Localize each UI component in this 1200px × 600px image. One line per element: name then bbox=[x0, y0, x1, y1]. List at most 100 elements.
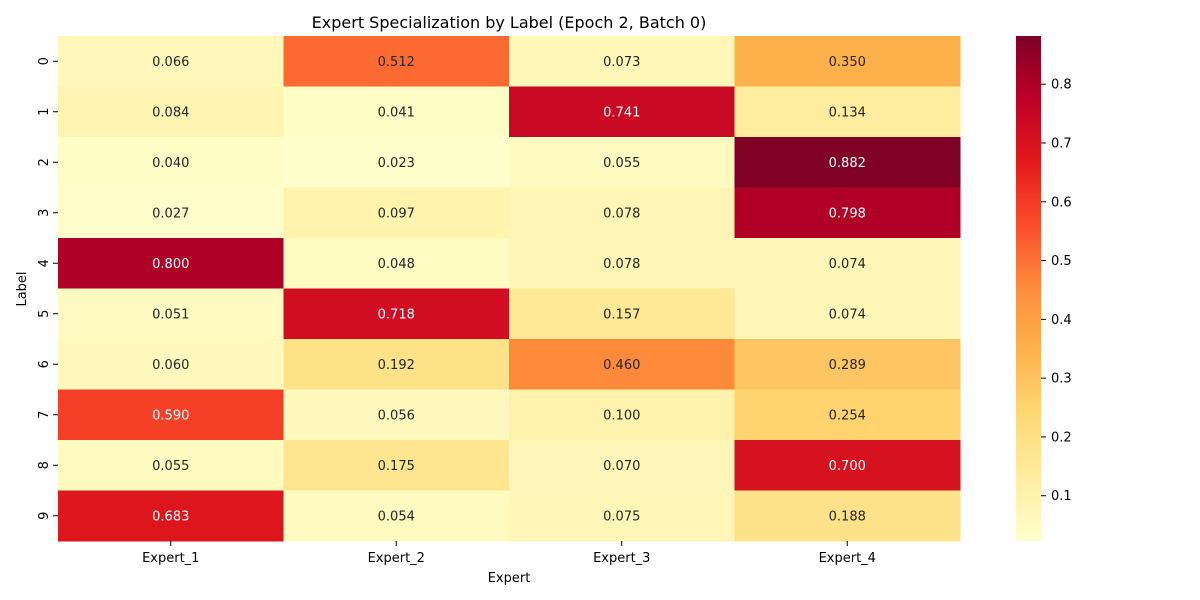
colorbar-tick-label: 0.1 bbox=[1051, 489, 1072, 504]
heatmap-cell bbox=[283, 288, 510, 340]
cell-value-label: 0.040 bbox=[152, 156, 189, 171]
cell-value-label: 0.460 bbox=[603, 358, 640, 373]
cell-value-label: 0.134 bbox=[829, 105, 866, 120]
y-tick-label: 1 bbox=[37, 108, 52, 116]
heatmap-cell bbox=[58, 137, 284, 188]
heatmap-cell bbox=[734, 86, 961, 138]
y-tick-label: 8 bbox=[37, 461, 52, 469]
cell-value-label: 0.078 bbox=[603, 257, 640, 272]
heatmap-cell bbox=[734, 339, 961, 390]
heatmap-cell bbox=[734, 440, 961, 491]
heatmap-cell bbox=[58, 490, 284, 542]
cell-value-label: 0.048 bbox=[378, 257, 415, 272]
cell-value-label: 0.289 bbox=[829, 358, 866, 373]
colorbar-tick-label: 0.7 bbox=[1051, 136, 1072, 151]
x-axis-title: Expert bbox=[488, 571, 531, 586]
y-tick-label: 5 bbox=[37, 310, 52, 318]
cell-value-label: 0.882 bbox=[829, 156, 866, 171]
cell-value-label: 0.078 bbox=[603, 206, 640, 221]
cell-value-label: 0.051 bbox=[152, 307, 189, 322]
colorbar-tick-label: 0.6 bbox=[1051, 195, 1072, 210]
cell-value-label: 0.084 bbox=[152, 105, 189, 120]
heatmap-cell bbox=[734, 137, 961, 188]
heatmap-cell bbox=[509, 36, 735, 87]
x-axis-ticks: Expert_1 Expert_2 Expert_3 Expert_4 bbox=[142, 541, 876, 566]
chart-title: Expert Specialization by Label (Epoch 2,… bbox=[312, 13, 707, 32]
colorbar-ticks: 0.1 0.2 0.3 0.4 0.5 0.6 0.7 0.8 bbox=[1041, 78, 1072, 504]
cell-value-label: 0.070 bbox=[603, 459, 640, 474]
heatmap-cell bbox=[58, 36, 284, 87]
y-tick-label: 6 bbox=[37, 360, 52, 368]
cell-value-label: 0.073 bbox=[603, 55, 640, 70]
heatmap-cell bbox=[509, 389, 735, 441]
cell-value-label: 0.097 bbox=[378, 206, 415, 221]
heatmap-cell bbox=[283, 339, 510, 390]
y-tick-label: 2 bbox=[37, 158, 52, 166]
y-tick-label: 3 bbox=[37, 209, 52, 217]
heatmap-cell bbox=[509, 238, 735, 289]
heatmap-cell bbox=[58, 389, 284, 441]
x-tick-label: Expert_3 bbox=[593, 551, 650, 566]
heatmap-cell bbox=[283, 36, 510, 87]
heatmap-cell bbox=[734, 288, 961, 340]
colorbar-tick-label: 0.3 bbox=[1051, 372, 1072, 387]
heatmap-cell bbox=[58, 86, 284, 138]
heatmap-cell bbox=[509, 490, 735, 542]
cell-value-label: 0.800 bbox=[152, 257, 189, 272]
heatmap-cell bbox=[58, 288, 284, 340]
cell-value-label: 0.100 bbox=[603, 408, 640, 423]
cell-value-label: 0.056 bbox=[378, 408, 415, 423]
cell-value-label: 0.027 bbox=[152, 206, 189, 221]
colorbar bbox=[1016, 36, 1041, 541]
heatmap-cell bbox=[509, 187, 735, 239]
colorbar-tick-label: 0.2 bbox=[1051, 430, 1072, 445]
cell-value-label: 0.718 bbox=[378, 307, 415, 322]
cell-value-label: 0.075 bbox=[603, 509, 640, 524]
cell-value-label: 0.055 bbox=[603, 156, 640, 171]
y-tick-label: 7 bbox=[37, 411, 52, 419]
heatmap-cell bbox=[734, 490, 961, 542]
cell-value-label: 0.074 bbox=[829, 257, 866, 272]
heatmap-cell bbox=[58, 440, 284, 491]
heatmap-cell bbox=[58, 238, 284, 289]
colorbar-tick-label: 0.4 bbox=[1051, 313, 1072, 328]
heatmap-cell bbox=[283, 440, 510, 491]
x-tick-label: Expert_4 bbox=[819, 551, 876, 566]
x-tick-label: Expert_2 bbox=[368, 551, 425, 566]
heatmap-cell bbox=[283, 86, 510, 138]
cell-value-label: 0.741 bbox=[603, 105, 640, 120]
cell-value-label: 0.350 bbox=[829, 55, 866, 70]
heatmap-cell bbox=[734, 389, 961, 441]
heatmap-cell bbox=[283, 389, 510, 441]
cell-value-label: 0.157 bbox=[603, 307, 640, 322]
heatmap-cell bbox=[734, 187, 961, 239]
heatmap-cell bbox=[509, 339, 735, 390]
heatmap-cell bbox=[283, 187, 510, 239]
cell-value-label: 0.074 bbox=[829, 307, 866, 322]
heatmap-cell bbox=[734, 238, 961, 289]
heatmap-cells: 0.066 0.512 0.073 0.350 0.084 0.041 0.741 0.134… bbox=[58, 36, 961, 542]
cell-value-label: 0.700 bbox=[829, 459, 866, 474]
cell-value-label: 0.683 bbox=[152, 509, 189, 524]
cell-value-label: 0.192 bbox=[378, 358, 415, 373]
heatmap-cell bbox=[283, 238, 510, 289]
cell-value-label: 0.512 bbox=[378, 55, 415, 70]
y-tick-label: 4 bbox=[37, 259, 52, 267]
cell-value-label: 0.254 bbox=[829, 408, 866, 423]
heatmap-cell bbox=[509, 137, 735, 188]
y-axis-title: Label bbox=[15, 271, 30, 306]
y-tick-label: 9 bbox=[37, 512, 52, 520]
colorbar-tick-label: 0.5 bbox=[1051, 254, 1072, 269]
cell-value-label: 0.590 bbox=[152, 408, 189, 423]
cell-value-label: 0.055 bbox=[152, 459, 189, 474]
cell-value-label: 0.054 bbox=[378, 509, 415, 524]
heatmap-cell bbox=[509, 440, 735, 491]
heatmap-cell bbox=[58, 339, 284, 390]
colorbar-tick-label: 0.8 bbox=[1051, 78, 1072, 93]
cell-value-label: 0.188 bbox=[829, 509, 866, 524]
y-axis-ticks: 0 1 2 3 4 5 6 7 8 9 bbox=[37, 57, 58, 520]
y-tick-label: 0 bbox=[37, 57, 52, 65]
cell-value-label: 0.060 bbox=[152, 358, 189, 373]
heatmap-cell bbox=[283, 137, 510, 188]
